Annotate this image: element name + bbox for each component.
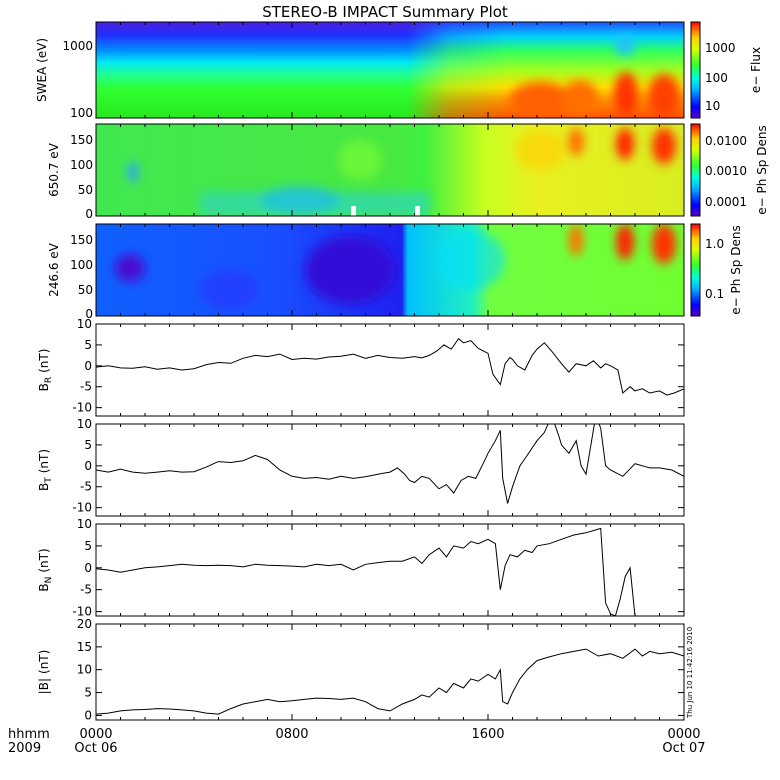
- br-ytick-label: 10: [77, 317, 92, 331]
- pad-246-cbar-tick-1: 1.0: [705, 237, 724, 251]
- time-tick-0000-end: 0000: [667, 727, 700, 742]
- pad-246-ylabel: 246.6 eV: [47, 242, 61, 297]
- br-ytick-label: -5: [80, 380, 92, 394]
- br-ytick-label: 5: [84, 338, 92, 352]
- bt-series-line: [96, 424, 684, 504]
- pad-650-ytick-100: 100: [70, 158, 93, 172]
- bt-ylabel: BT(nT): [37, 449, 54, 491]
- bn-ytick-label: 5: [84, 539, 92, 553]
- swea-ylabel: SWEA (eV): [35, 38, 49, 102]
- pad-246-ytick-0: 0: [85, 307, 93, 321]
- br-series-line: [96, 337, 684, 396]
- bt-ytick-label: 10: [77, 417, 92, 431]
- br-ylabel: BR(nT): [37, 349, 54, 392]
- bt-frame: [95, 423, 685, 517]
- bn-ytick-label: 10: [77, 517, 92, 531]
- time-tick-0800: 0800: [275, 727, 308, 742]
- bmag-ytick-label: 20: [77, 617, 92, 631]
- generation-timestamp: Thu Jun 10 11:42:16 2010: [686, 627, 694, 719]
- bmag-ytick-label: 5: [84, 686, 92, 700]
- pad-650-ytick-150: 150: [70, 133, 93, 147]
- colorbars: [690, 21, 701, 317]
- pad-650-cbar-label: e− Ph Sp Dens: [755, 125, 769, 214]
- bn-series-line: [96, 527, 636, 616]
- time-tick-oct06: Oct 06: [74, 741, 117, 756]
- pad-650-cbar-tick-0001: 0.0001: [705, 195, 747, 209]
- time-axis-row1-label: hhmm: [8, 727, 50, 742]
- bmag-ytick-label: 0: [84, 708, 92, 722]
- bt-ytick-label: -5: [80, 480, 92, 494]
- pad-650-cbar-tick-0010: 0.0010: [705, 164, 747, 178]
- bt-ytick-label: 0: [84, 459, 92, 473]
- pad-246-ytick-100: 100: [70, 258, 93, 272]
- bn-ylabel: BN(nT): [37, 548, 54, 591]
- bn-ytick-label: -5: [80, 583, 92, 597]
- bmag-series-line: [96, 648, 684, 715]
- pad-650-ylabel: 650.7 eV: [47, 142, 61, 197]
- pad-246-cbar-label: e− Ph Sp Dens: [729, 225, 743, 314]
- bt-ytick-label: 5: [84, 438, 92, 452]
- bmag-ytick-label: 15: [77, 640, 92, 654]
- bn-frame: [95, 523, 685, 617]
- bmag-frame: [95, 623, 685, 721]
- time-axis-ticks: [95, 22, 685, 720]
- pad-246-ytick-50: 50: [78, 283, 93, 297]
- time-tick-1600: 1600: [471, 727, 504, 742]
- time-tick-oct07: Oct 07: [662, 741, 705, 756]
- swea-cbar-tick-1000: 1000: [705, 41, 736, 55]
- bmag-panel: 20 15 10 5 0: [77, 617, 684, 722]
- bmag-ylabel: |B|(nT): [37, 650, 51, 695]
- pad-650-ytick-50: 50: [78, 183, 93, 197]
- pad-246-ytick-150: 150: [70, 233, 93, 247]
- swea-cbar-tick-100: 100: [705, 71, 728, 85]
- plot-title: STEREO-B IMPACT Summary Plot: [262, 3, 508, 21]
- bn-ytick-label: -10: [72, 605, 92, 619]
- pad-246-spectrogram: [96, 224, 684, 316]
- pad-650-ytick-0: 0: [85, 207, 93, 221]
- bt-ytick-label: -10: [72, 501, 92, 515]
- time-axis-row2-label: 2009: [8, 741, 41, 756]
- swea-ytick-100: 100: [70, 106, 93, 120]
- pad-650-cbar-tick-0100: 0.0100: [705, 134, 747, 148]
- swea-spectrogram: [96, 22, 684, 118]
- bn-ytick-label: 0: [84, 561, 92, 575]
- br-ytick-label: -10: [72, 401, 92, 415]
- pad-246-cbar-tick-01: 0.1: [705, 287, 724, 301]
- swea-cbar-tick-10: 10: [705, 99, 720, 113]
- swea-colorbar: [690, 21, 701, 119]
- time-tick-0000: 0000: [79, 727, 112, 742]
- br-ytick-label: 0: [84, 359, 92, 373]
- pad-650-spectrogram: [96, 124, 684, 216]
- pad-650-colorbar: [690, 123, 701, 217]
- swea-cbar-label: e− Flux: [749, 47, 763, 93]
- bt-panel: 10 5 0 -5 -10: [72, 417, 684, 515]
- bmag-ytick-label: 10: [77, 663, 92, 677]
- pad-246-colorbar: [690, 223, 701, 317]
- swea-ytick-1000: 1000: [62, 39, 93, 53]
- br-panel: 10 5 0 -5 -10: [72, 317, 684, 415]
- spectrogram-panels: [96, 22, 684, 316]
- bn-panel: 10 5 0 -5 -10: [72, 517, 684, 619]
